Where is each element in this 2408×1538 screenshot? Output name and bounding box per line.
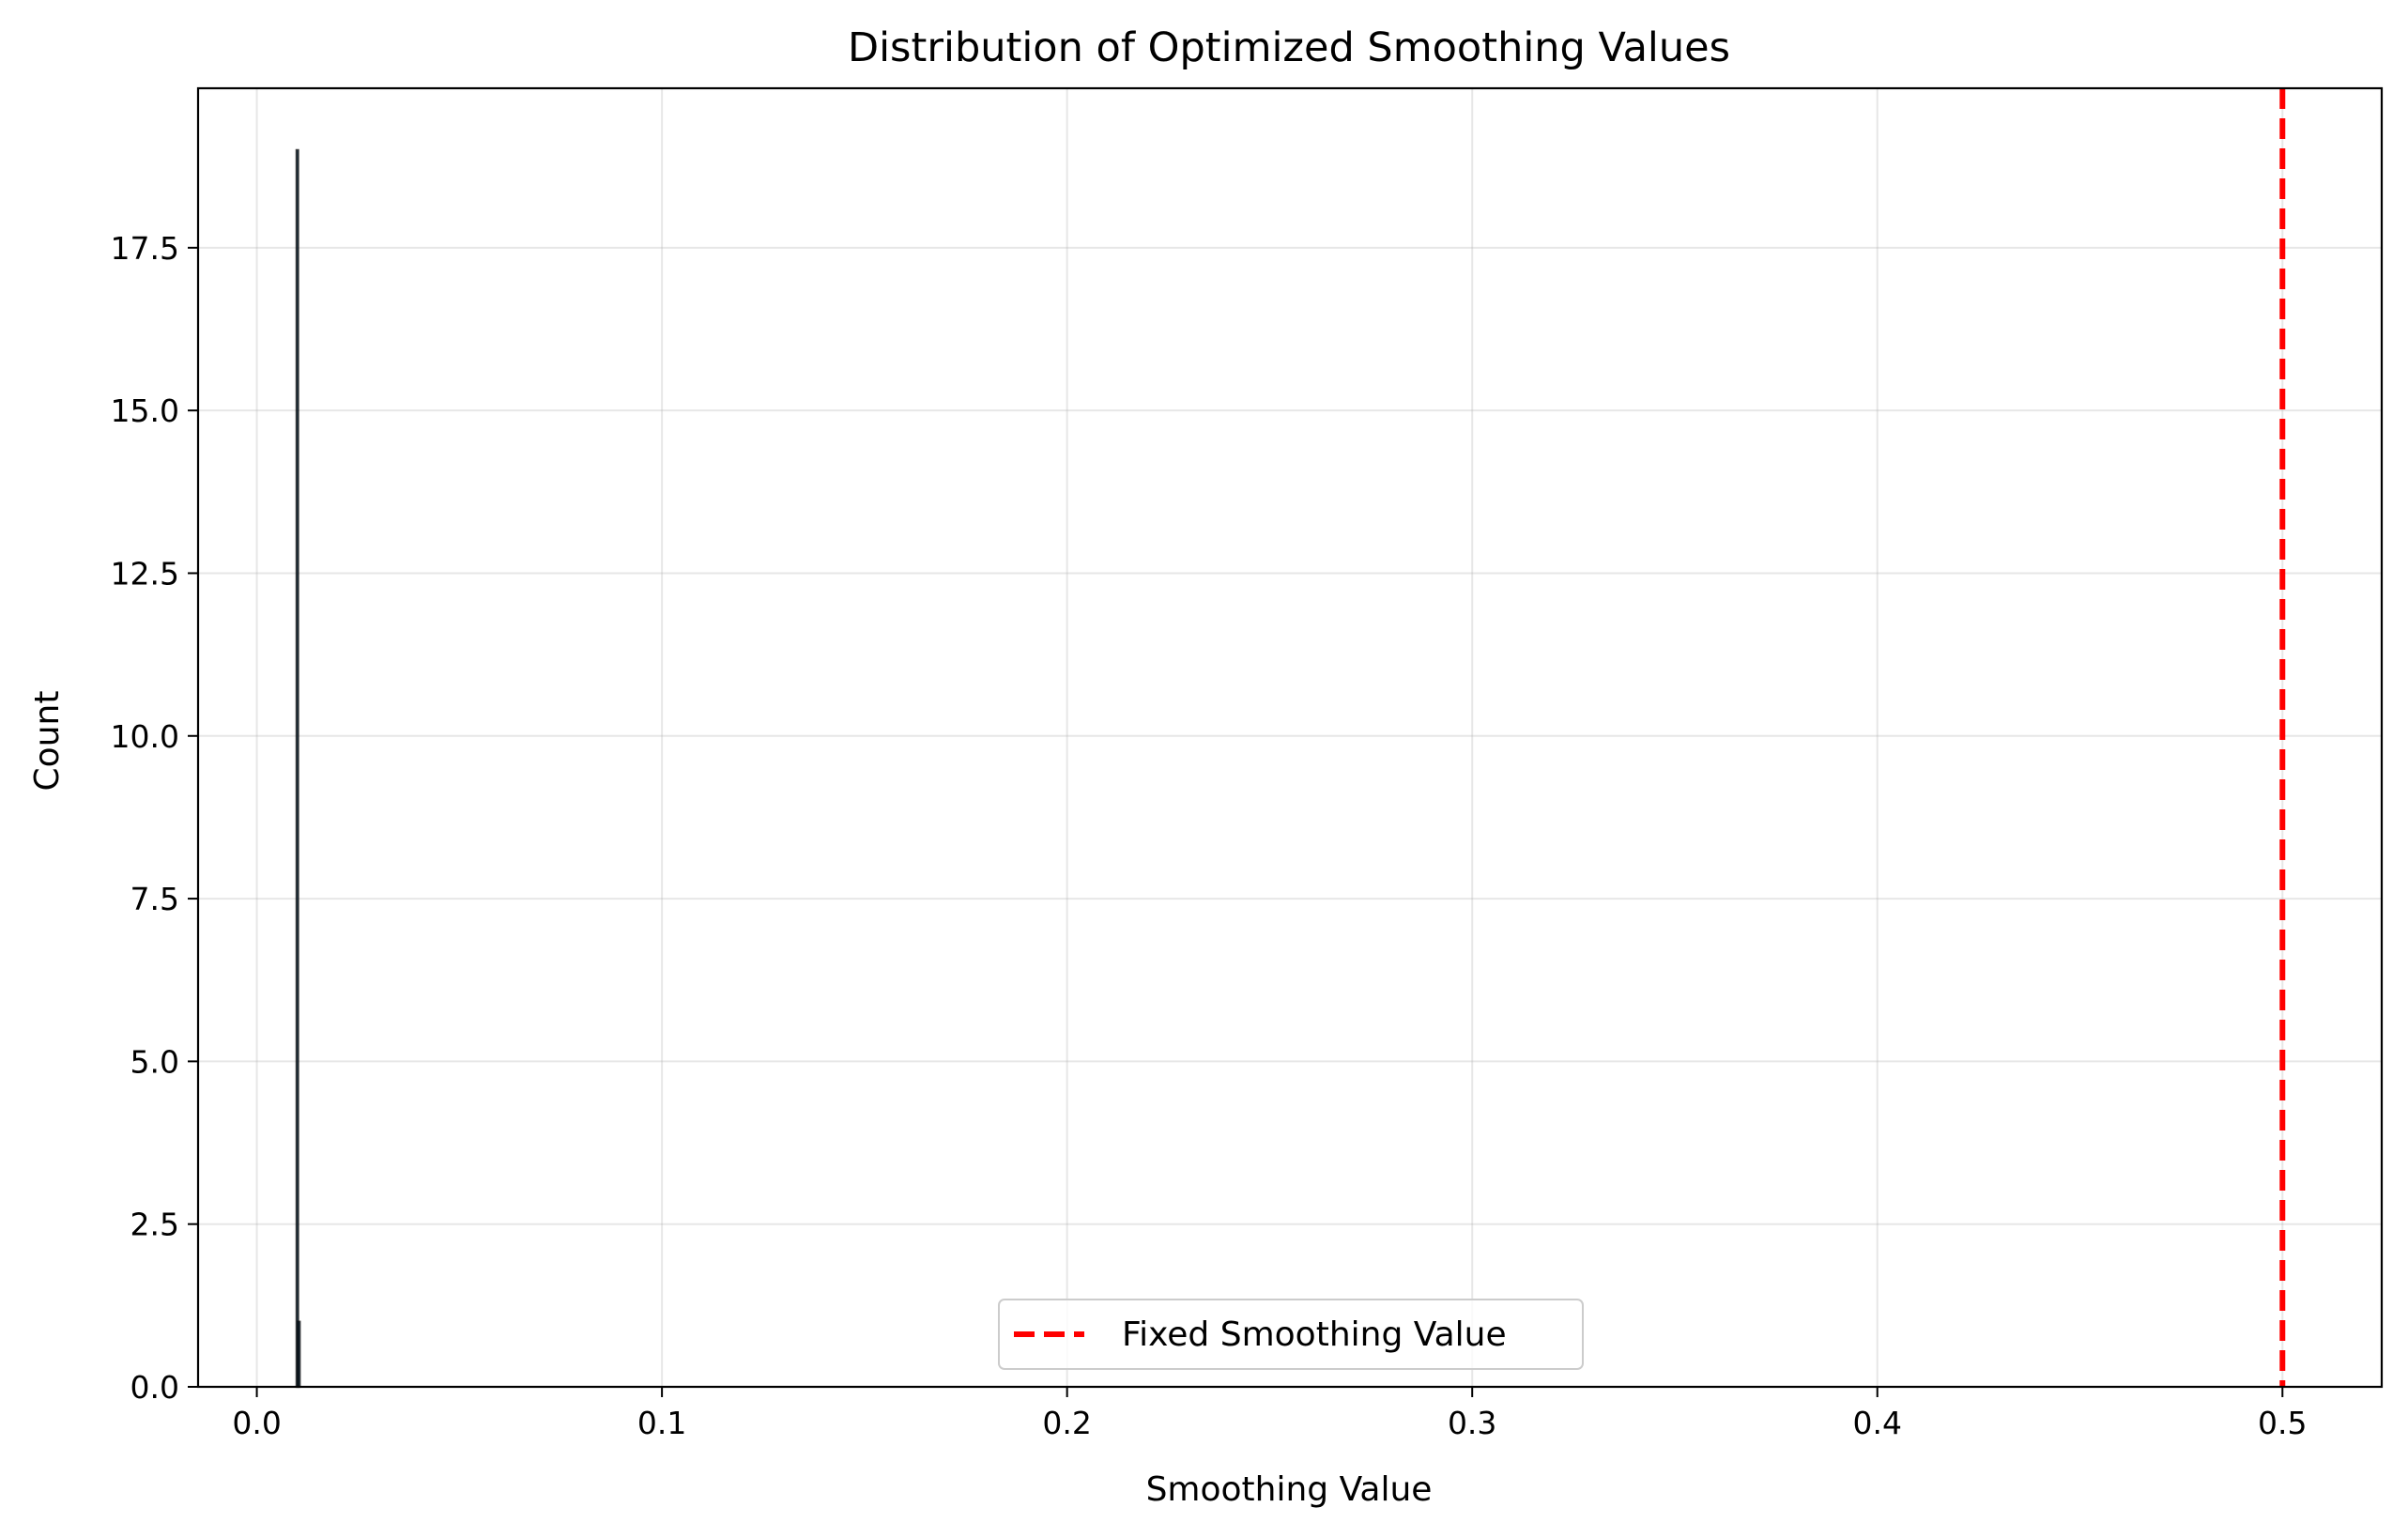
y-tick-label: 7.5: [130, 881, 179, 917]
x-axis-title: Smoothing Value: [1146, 1470, 1433, 1509]
chart-title: Distribution of Optimized Smoothing Valu…: [848, 24, 1730, 71]
y-tick-label: 10.0: [111, 718, 179, 755]
x-tick-label: 0.3: [1448, 1405, 1496, 1441]
x-tick-label: 0.5: [2258, 1405, 2307, 1441]
x-tick-label: 0.1: [637, 1405, 686, 1441]
y-axis-title: Count: [28, 691, 67, 792]
legend-label-fixed-smoothing: Fixed Smoothing Value: [1122, 1315, 1507, 1354]
x-tick-label: 0.0: [232, 1405, 281, 1441]
y-tick-label: 17.5: [111, 230, 179, 267]
x-tick-label: 0.2: [1042, 1405, 1091, 1441]
plot-area-frame: [196, 86, 2384, 1389]
y-tick-label: 5.0: [130, 1043, 179, 1080]
y-tick-label: 15.0: [111, 392, 179, 429]
grid-lines: [198, 88, 2382, 1388]
legend: Fixed Smoothing Value: [998, 1299, 1584, 1370]
histogram-bar: [295, 148, 299, 1389]
y-tick-label: 2.5: [130, 1207, 179, 1243]
y-axis-ticks: 0.0 2.5 5.0 7.5 10.0 12.5 15.0 17.5: [111, 230, 198, 1406]
histogram-bar: [297, 1320, 301, 1389]
y-tick-label: 12.5: [111, 555, 179, 592]
x-tick-label: 0.4: [1852, 1405, 1901, 1441]
y-tick-label: 0.0: [130, 1369, 179, 1406]
legend-box: [998, 1299, 1584, 1370]
x-axis-ticks: 0.0 0.1 0.2 0.3 0.4 0.5: [232, 1387, 2308, 1441]
